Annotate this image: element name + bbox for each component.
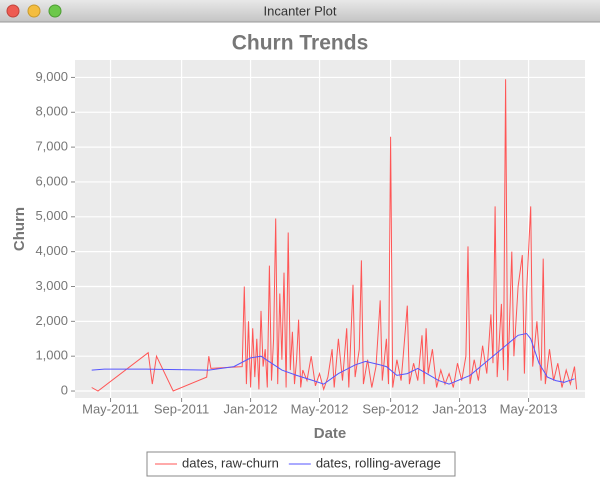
legend-label: dates, rolling-average <box>316 455 441 470</box>
y-tick-label: 0 <box>61 382 68 397</box>
y-tick-label: 9,000 <box>35 69 68 84</box>
zoom-button[interactable] <box>48 4 62 18</box>
y-tick-label: 8,000 <box>35 104 68 119</box>
x-tick-label: May-2013 <box>500 401 558 416</box>
x-tick-label: May-2012 <box>291 401 349 416</box>
minimize-button[interactable] <box>27 4 41 18</box>
legend-label: dates, raw-churn <box>182 455 279 470</box>
y-tick-label: 4,000 <box>35 243 68 258</box>
y-axis-label: Churn <box>11 207 28 251</box>
y-tick-label: 7,000 <box>35 139 68 154</box>
series-line <box>91 79 578 392</box>
x-axis-label: Date <box>314 425 347 442</box>
plot-area <box>75 60 585 398</box>
y-tick-label: 6,000 <box>35 173 68 188</box>
chart-title: Churn Trends <box>232 32 369 55</box>
y-tick-label: 5,000 <box>35 208 68 223</box>
x-tick-label: Sep-2012 <box>362 401 418 416</box>
x-tick-label: Sep-2011 <box>154 401 209 416</box>
y-tick-label: 3,000 <box>35 278 68 293</box>
series-line <box>91 332 575 385</box>
x-tick-label: May-2011 <box>82 401 139 416</box>
y-tick-label: 2,000 <box>35 313 68 328</box>
x-tick-label: Jan-2012 <box>223 401 277 416</box>
x-tick-label: Jan-2013 <box>432 401 486 416</box>
close-button[interactable] <box>6 4 20 18</box>
title-bar <box>0 0 600 22</box>
window-title: Incanter Plot <box>264 3 337 18</box>
y-tick-label: 1,000 <box>35 348 68 363</box>
